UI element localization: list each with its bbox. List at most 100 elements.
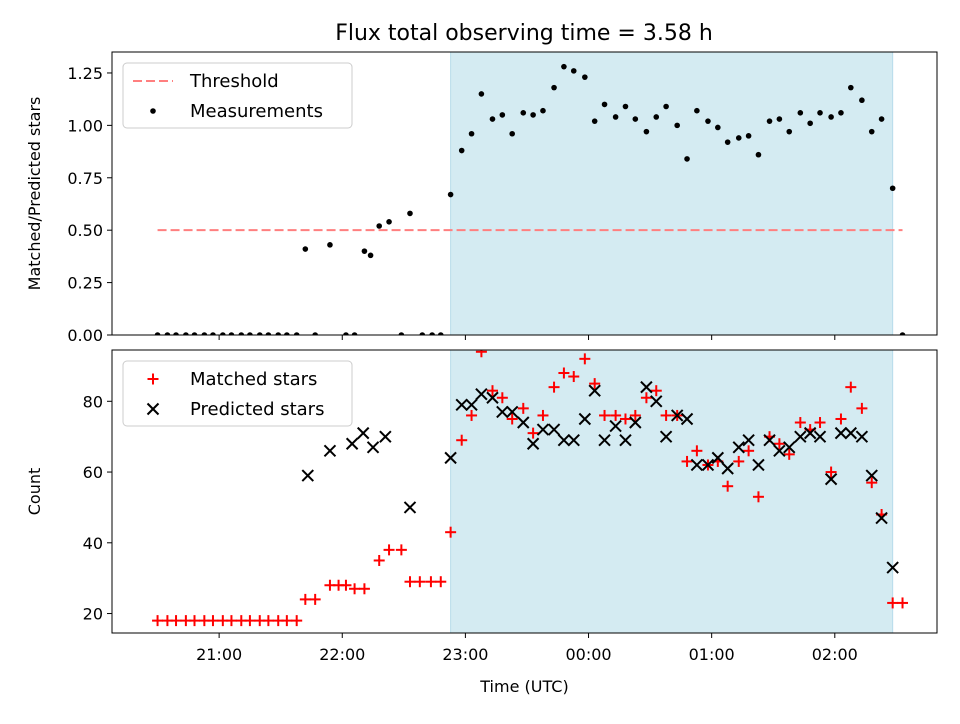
measurement-point [164,332,171,335]
matched-star-point [281,615,293,627]
measurement-point [632,116,639,122]
measurement-point [256,332,263,335]
matched-star-point [496,392,508,404]
matched-star-point [189,615,200,627]
predicted-star-point [345,437,359,450]
measurement-point [478,91,485,97]
predicted-star-point [475,388,488,401]
measurement-point [210,332,216,335]
matched-star-point [291,615,303,627]
measurement-point [570,68,577,74]
x-tick-label: 01:00 [689,645,735,664]
measurement-point [302,246,309,252]
predicted-star-point [794,430,807,443]
measurement-point [327,242,333,248]
measurement-point [447,191,454,198]
legend: Matched stars Predicted stars [122,360,353,427]
matched-star-point [752,491,764,503]
matched-star-point [619,413,631,425]
legend-matched-marker [147,373,159,385]
matched-star-point [794,417,806,429]
predicted-star-point [465,398,478,412]
measurement-point [191,332,198,335]
x-tick-label: 00:00 [565,645,611,664]
measurement-point [343,332,349,335]
measurement-point [429,332,435,335]
matched-star-point [629,409,641,421]
measurement-point [828,114,834,120]
matched-star-point [887,597,899,609]
measurement-point [361,248,368,254]
matched-star-point [866,477,878,489]
axes-frame [111,51,938,336]
measurement-point [489,116,496,122]
measurement-point [755,151,762,158]
measurement-point [817,109,823,116]
measurement-point [183,332,189,335]
matched-star-point [558,367,570,379]
measurement-point [878,116,885,122]
matched-star-point [395,544,407,556]
predicted-star-point [711,451,725,465]
svg-text:Predicted stars: Predicted stars [190,399,324,420]
predicted-star-point [536,423,550,436]
matched-star-point [835,413,847,425]
matched-star-point [548,381,560,393]
predicted-star-point [379,430,392,443]
x-tick-label: 23:00 [442,645,488,664]
measurement-point [220,332,226,335]
measurement-point [859,97,865,104]
matched-star-point [152,615,164,627]
predicted-star-point [588,384,601,397]
predicted-star-point [619,433,632,447]
x-tick-label: 21:00 [196,645,242,664]
predicted-star-point [886,561,899,574]
matched-star-point [207,615,219,627]
measurement-point [601,101,608,108]
measurement-point [551,84,557,91]
matched-star-point [435,576,447,588]
predicted-star-point [721,462,734,475]
measurement-point [312,332,318,335]
measurement-point [674,122,680,129]
matched-star-point [170,615,182,627]
matched-star-point [650,385,662,397]
matched-star-point [610,409,622,421]
plot-area [154,63,906,335]
matched-star-point [773,438,785,450]
plot-area [152,350,909,627]
matched-star-point [262,615,274,627]
y-tick-label: 1.00 [67,116,103,135]
measurement-point [407,210,413,217]
measurement-point [154,332,161,335]
predicted-star-point [557,433,571,447]
measurement-point [745,133,752,139]
measurement-point [561,63,567,70]
legend-predicted-marker [146,402,160,416]
matched-star-point [486,385,498,397]
measurement-point [458,147,465,154]
measurement-point [868,128,875,135]
matched-star-point [825,466,837,478]
measurement-point [173,332,179,335]
measurement-point [766,118,773,124]
predicted-star-point [567,433,580,447]
measurement-point [376,223,383,229]
svg-text:Matched stars: Matched stars [190,369,317,390]
measurement-point [889,185,896,192]
measurement-point [540,107,546,114]
predicted-star-point [403,501,417,514]
matched-star-point [340,579,352,591]
measurement-point [509,130,515,137]
matched-star-point [373,554,385,566]
matched-star-point [445,526,457,538]
measurement-point [386,219,392,225]
measurement-point [612,114,619,120]
measurement-point [694,107,700,114]
x-axis-label: Time (UTC) [479,677,568,696]
y-tick-label: 20 [83,605,103,624]
predicted-star-point [701,458,715,472]
y-tick-label: 80 [83,392,103,411]
predicted-star-point [773,444,786,458]
